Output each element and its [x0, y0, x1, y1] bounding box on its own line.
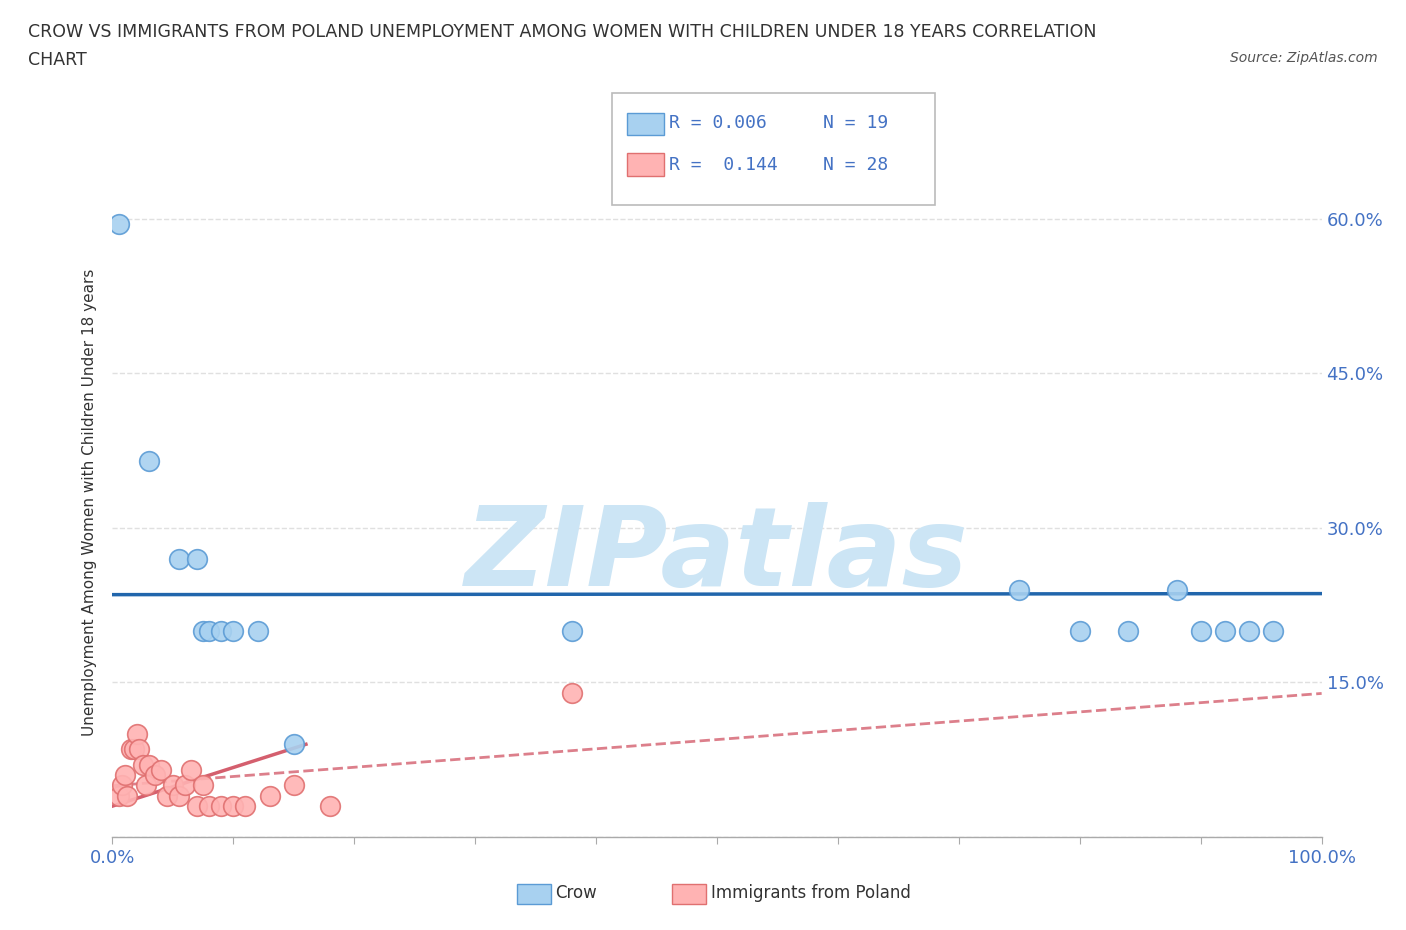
- Point: [209, 799, 232, 814]
- Point: [1213, 623, 1236, 638]
- Text: R =  0.144: R = 0.144: [669, 155, 778, 174]
- Point: [143, 768, 166, 783]
- Point: [186, 551, 208, 566]
- Point: [180, 763, 202, 777]
- Point: [1069, 623, 1091, 638]
- Point: [174, 778, 197, 793]
- Y-axis label: Unemployment Among Women with Children Under 18 years: Unemployment Among Women with Children U…: [82, 269, 97, 736]
- Point: [1237, 623, 1260, 638]
- Point: [209, 623, 232, 638]
- Text: Crow: Crow: [555, 884, 598, 902]
- Point: [107, 217, 129, 232]
- Point: [149, 763, 172, 777]
- Point: [111, 778, 134, 793]
- Point: [1263, 623, 1285, 638]
- Point: [132, 757, 155, 772]
- Point: [1116, 623, 1139, 638]
- Text: Source: ZipAtlas.com: Source: ZipAtlas.com: [1230, 51, 1378, 65]
- Point: [122, 742, 145, 757]
- Point: [222, 799, 245, 814]
- Point: [1189, 623, 1212, 638]
- Point: [561, 685, 583, 700]
- Point: [115, 789, 138, 804]
- Point: [198, 623, 221, 638]
- Point: [561, 623, 583, 638]
- Point: [162, 778, 184, 793]
- Point: [167, 789, 190, 804]
- Point: [135, 778, 157, 793]
- Point: [222, 623, 245, 638]
- Point: [128, 742, 150, 757]
- Point: [191, 623, 214, 638]
- Point: [235, 799, 257, 814]
- Point: [107, 789, 129, 804]
- Point: [283, 778, 305, 793]
- Text: CROW VS IMMIGRANTS FROM POLAND UNEMPLOYMENT AMONG WOMEN WITH CHILDREN UNDER 18 Y: CROW VS IMMIGRANTS FROM POLAND UNEMPLOYM…: [28, 23, 1097, 41]
- Point: [259, 789, 281, 804]
- Text: Immigrants from Poland: Immigrants from Poland: [711, 884, 911, 902]
- Point: [198, 799, 221, 814]
- Text: R = 0.006: R = 0.006: [669, 113, 768, 132]
- Point: [246, 623, 269, 638]
- Text: CHART: CHART: [28, 51, 87, 69]
- Point: [283, 737, 305, 751]
- Point: [191, 778, 214, 793]
- Point: [120, 742, 142, 757]
- Point: [1008, 582, 1031, 597]
- Text: ZIPatlas: ZIPatlas: [465, 502, 969, 609]
- Text: N = 28: N = 28: [823, 155, 887, 174]
- Point: [167, 551, 190, 566]
- Point: [138, 454, 160, 469]
- Point: [186, 799, 208, 814]
- Text: N = 19: N = 19: [823, 113, 887, 132]
- Point: [125, 726, 148, 741]
- Point: [114, 768, 136, 783]
- Point: [319, 799, 342, 814]
- Point: [1166, 582, 1188, 597]
- Point: [156, 789, 179, 804]
- Point: [138, 757, 160, 772]
